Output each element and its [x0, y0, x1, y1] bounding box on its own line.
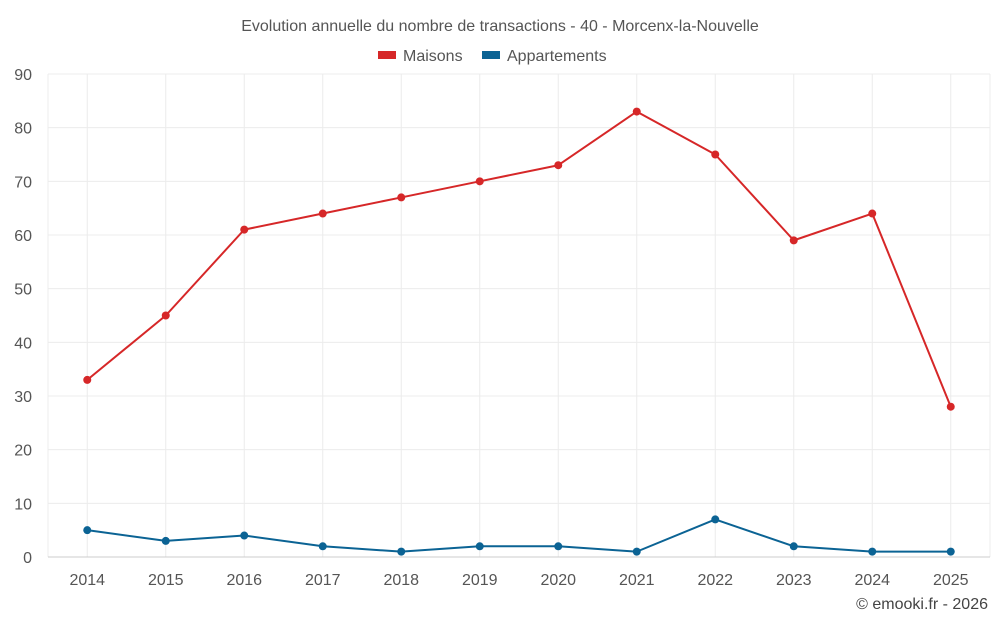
data-point-maisons[interactable]	[789, 236, 798, 245]
x-tick-label: 2016	[226, 572, 262, 589]
series-line-maisons	[86, 110, 952, 408]
data-point-appartements[interactable]	[946, 547, 955, 556]
data-point-maisons[interactable]	[161, 311, 170, 320]
data-point-appartements[interactable]	[83, 526, 92, 535]
chart-title: Evolution annuelle du nombre de transact…	[241, 18, 759, 35]
data-point-appartements[interactable]	[868, 547, 877, 556]
data-point-appartements[interactable]	[318, 542, 327, 551]
data-point-appartements[interactable]	[632, 547, 641, 556]
x-tick-label: 2017	[305, 572, 341, 589]
grid	[47, 73, 991, 558]
data-point-maisons[interactable]	[868, 209, 877, 218]
legend[interactable]: Maisons Appartements	[378, 48, 607, 65]
y-tick-label: 40	[14, 335, 32, 352]
y-tick-label: 20	[14, 443, 32, 460]
y-tick-label: 90	[14, 67, 32, 84]
legend-swatch-maisons[interactable]	[378, 51, 396, 59]
credit-text: © emooki.fr - 2026	[856, 596, 988, 613]
x-tick-label: 2024	[854, 572, 890, 589]
data-point-appartements[interactable]	[397, 547, 406, 556]
data-point-appartements[interactable]	[240, 531, 249, 540]
legend-swatch-appartements[interactable]	[482, 51, 500, 59]
legend-label-maisons[interactable]: Maisons	[403, 48, 463, 65]
x-tick-label: 2025	[933, 572, 969, 589]
y-tick-label: 80	[14, 121, 32, 138]
y-tick-label: 10	[14, 496, 32, 513]
data-point-appartements[interactable]	[161, 536, 170, 545]
y-tick-label: 60	[14, 228, 32, 245]
x-tick-label: 2021	[619, 572, 655, 589]
data-point-maisons[interactable]	[946, 402, 955, 411]
x-tick-label: 2015	[148, 572, 184, 589]
data-point-maisons[interactable]	[240, 225, 249, 234]
series	[83, 107, 955, 556]
y-tick-label: 0	[23, 550, 32, 567]
data-point-maisons[interactable]	[711, 150, 720, 159]
data-point-maisons[interactable]	[397, 193, 406, 202]
data-point-maisons[interactable]	[83, 375, 92, 384]
data-point-appartements[interactable]	[789, 542, 798, 551]
x-tick-label: 2022	[697, 572, 733, 589]
data-point-appartements[interactable]	[711, 515, 720, 524]
data-point-maisons[interactable]	[554, 161, 563, 170]
x-tick-label: 2018	[383, 572, 419, 589]
data-point-maisons[interactable]	[632, 107, 641, 116]
legend-label-appartements[interactable]: Appartements	[507, 48, 607, 65]
data-point-appartements[interactable]	[554, 542, 563, 551]
x-axis: 2014 2015 2016 2017 2018 2019 2020 2021 2022 2023…	[69, 572, 968, 589]
x-tick-label: 2014	[69, 572, 105, 589]
x-tick-label: 2020	[540, 572, 576, 589]
data-point-maisons[interactable]	[475, 177, 484, 186]
y-tick-label: 30	[14, 389, 32, 406]
data-point-appartements[interactable]	[475, 542, 484, 551]
y-axis: 0 10 20 30 40 50 60 70 80 90	[14, 67, 32, 567]
series-maisons	[83, 107, 955, 411]
data-point-maisons[interactable]	[318, 209, 327, 218]
x-tick-label: 2019	[462, 572, 498, 589]
y-tick-label: 70	[14, 174, 32, 191]
series-appartements	[83, 515, 955, 556]
x-tick-label: 2023	[776, 572, 812, 589]
y-tick-label: 50	[14, 282, 32, 299]
series-line-appartements	[87, 518, 951, 553]
